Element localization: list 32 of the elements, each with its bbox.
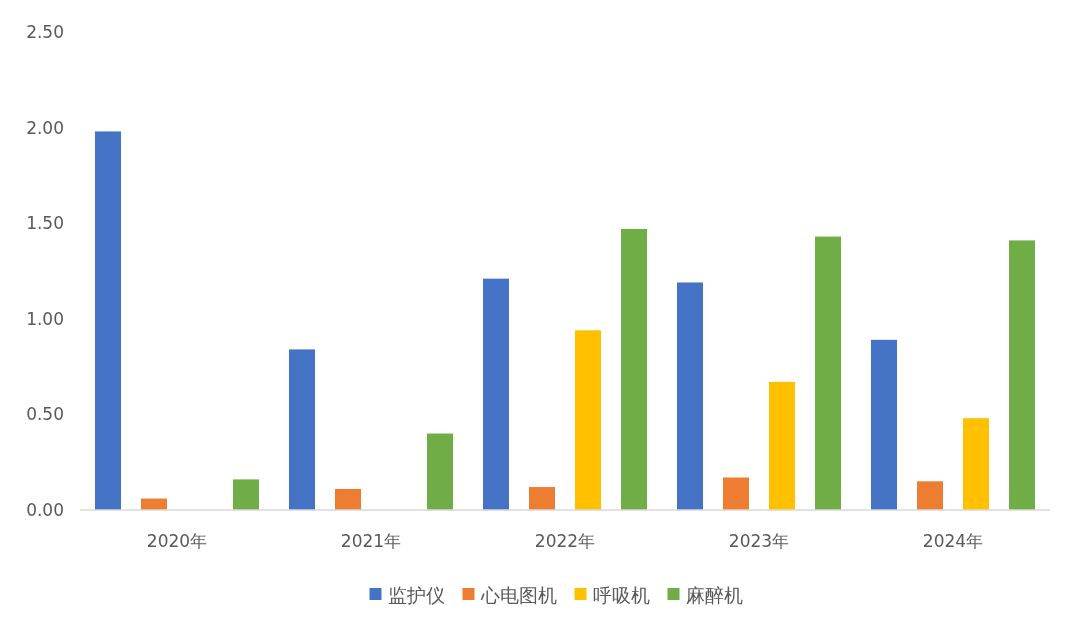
bar: [233, 479, 259, 510]
y-tick-label: 1.00: [26, 308, 64, 329]
bar: [427, 433, 453, 510]
y-tick-label: 2.00: [26, 117, 64, 138]
x-tick-label: 2023年: [728, 531, 790, 551]
legend-label: 麻醉机: [685, 584, 743, 606]
x-tick-label: 2022年: [534, 531, 596, 551]
x-tick-label: 2020年: [146, 531, 208, 551]
x-tick-label: 2024年: [922, 531, 984, 551]
y-tick-label: 1.50: [26, 213, 64, 234]
bar: [815, 236, 841, 510]
bar: [963, 418, 989, 510]
bar: [289, 349, 315, 510]
bar: [1009, 240, 1035, 510]
bar: [723, 477, 749, 510]
bar: [335, 488, 361, 510]
bar: [769, 381, 795, 510]
bar: [917, 481, 943, 510]
bar: [621, 228, 647, 510]
x-tick-label: 2021年: [340, 531, 402, 551]
bar: [575, 330, 601, 510]
bar: [871, 339, 897, 510]
bar: [677, 282, 703, 510]
y-tick-label: 2.50: [26, 22, 64, 42]
bar: [95, 131, 121, 510]
legend-label: 呼吸机: [592, 584, 650, 606]
bar: [529, 487, 555, 510]
legend-label: 监护仪: [387, 584, 445, 606]
legend-label: 心电图机: [479, 584, 557, 606]
y-tick-label: 0.50: [26, 404, 64, 425]
bar: [483, 278, 509, 510]
y-tick-label: 0.00: [26, 500, 64, 520]
